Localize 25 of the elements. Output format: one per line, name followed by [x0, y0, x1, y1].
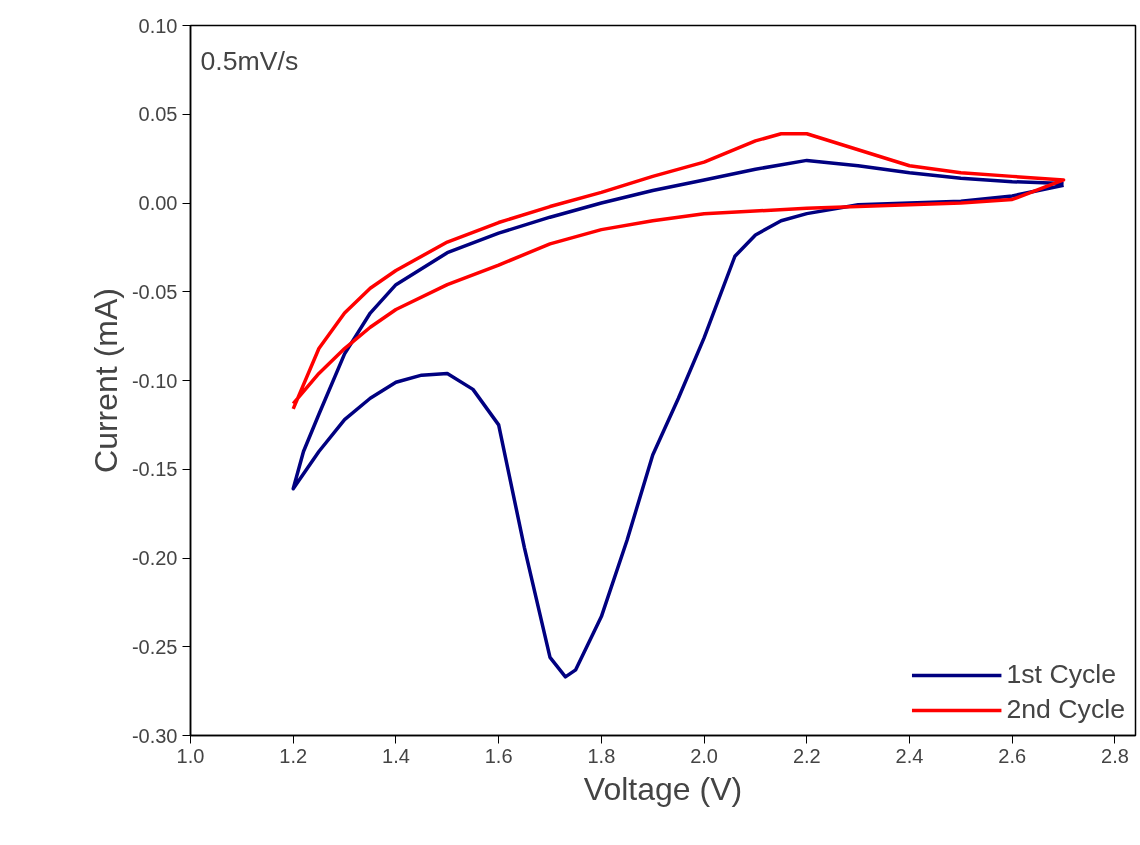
x-tick-label: 2.6	[998, 744, 1027, 767]
y-tick-label: -0.30	[131, 724, 178, 747]
legend-label: 2nd Cycle	[1006, 694, 1125, 725]
legend-label: 1st Cycle	[1006, 659, 1117, 690]
x-tick-label: 1.0	[176, 744, 205, 767]
x-tick-label: 2.2	[792, 744, 821, 767]
x-tick-label: 1.2	[279, 744, 308, 767]
y-tick-label: -0.25	[131, 635, 178, 658]
y-axis-title: Current (mA)	[87, 288, 124, 473]
line-series	[291, 132, 1066, 411]
x-tick-label: 2.8	[1101, 744, 1129, 767]
x-axis-title: Voltage (V)	[583, 770, 743, 807]
x-tick-label: 2.0	[690, 744, 718, 767]
y-tick-label: -0.20	[131, 547, 178, 569]
y-tick-label: 0.00	[138, 192, 178, 214]
x-tick-label: 1.8	[587, 744, 616, 767]
x-tick-label: 2.4	[895, 744, 924, 767]
annotation: 0.5mV/s	[200, 45, 299, 76]
y-tick-label: 0.05	[138, 103, 178, 126]
y-tick-label: -0.15	[131, 458, 178, 481]
x-tick-label: 1.6	[484, 744, 513, 767]
x-tick-label: 1.4	[382, 744, 410, 767]
y-tick-label: 0.10	[138, 14, 178, 37]
y-tick-label: -0.10	[131, 369, 178, 392]
y-tick-label: -0.05	[131, 280, 178, 303]
